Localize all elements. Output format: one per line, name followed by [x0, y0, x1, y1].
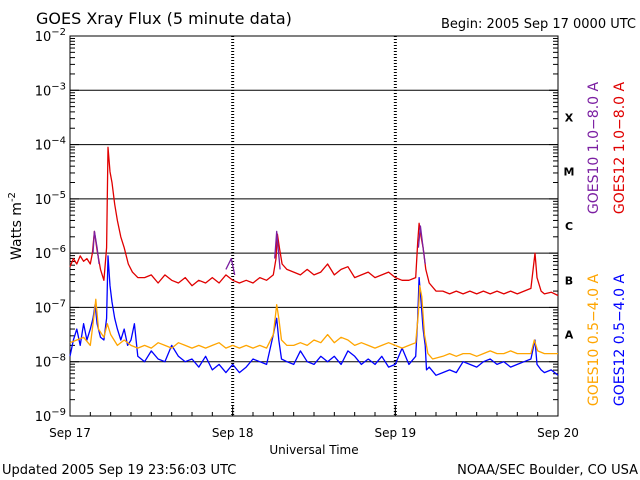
- y-axis: 10−2 10−3 10−4 10−5 10−6 10−7 10−8 10−9: [35, 27, 558, 425]
- x-tick-label: Sep 20: [537, 426, 579, 440]
- data-series: [69, 146, 559, 376]
- x-tick-label: Sep 18: [212, 426, 254, 440]
- y-tick-label: 10−9: [35, 407, 66, 425]
- legend-entry: GOES10 1.0−8.0 A: [586, 82, 602, 215]
- legend: GOES10 1.0−8.0 A GOES12 1.0−8.0 A GOES10 0…: [586, 82, 628, 407]
- x-tick-label: Sep 19: [374, 426, 416, 440]
- flare-class-X: X: [565, 111, 574, 124]
- series-line-goes10-1-0-8-0-a: [92, 230, 100, 265]
- credit-label: NOAA/SEC Boulder, CO USA: [457, 463, 638, 478]
- begin-label: Begin: 2005 Sep 17 0000 UTC: [441, 17, 636, 32]
- y-tick-label: 10−3: [35, 81, 66, 99]
- plot-frame: [69, 35, 559, 417]
- flare-class-labels: X M C B A: [564, 111, 575, 341]
- legend-entry: GOES12 1.0−8.0 A: [612, 82, 628, 215]
- flare-class-A: A: [565, 329, 574, 342]
- y-tick-label: 10−4: [35, 136, 66, 154]
- series-line-goes10-1-0-8-0-a: [417, 225, 426, 265]
- series-line-goes12-0-5-4-0-a: [69, 255, 559, 376]
- chart-title: GOES Xray Flux (5 minute data): [36, 9, 292, 28]
- y-tick-label: 10−2: [35, 27, 66, 45]
- series-line-goes12-1-0-8-0-a: [69, 146, 559, 297]
- x-tick-label: Sep 17: [49, 426, 91, 440]
- legend-entry: GOES10 0.5−4.0 A: [586, 274, 602, 407]
- y-tick-label: 10−7: [35, 298, 66, 316]
- x-axis: Sep 17 Sep 18 Sep 19 Sep 20: [49, 406, 579, 440]
- series-line-goes10-0-5-4-0-a: [69, 285, 558, 360]
- updated-label: Updated 2005 Sep 19 23:56:03 UTC: [2, 463, 236, 478]
- grid: [70, 36, 558, 416]
- y-tick-label: 10−6: [35, 244, 66, 262]
- x-axis-label: Universal Time: [269, 443, 358, 457]
- flare-class-C: C: [565, 220, 573, 233]
- y-axis-label: Watts m-2: [7, 192, 25, 260]
- legend-entry: GOES12 0.5−4.0 A: [612, 274, 628, 407]
- y-tick-label: 10−5: [35, 190, 66, 208]
- series-line-goes10-1-0-8-0-a: [225, 257, 236, 276]
- flare-class-B: B: [565, 274, 573, 287]
- series-line-goes10-1-0-8-0-a: [274, 230, 281, 270]
- y-tick-label: 10−8: [35, 353, 66, 371]
- flare-class-M: M: [564, 166, 575, 179]
